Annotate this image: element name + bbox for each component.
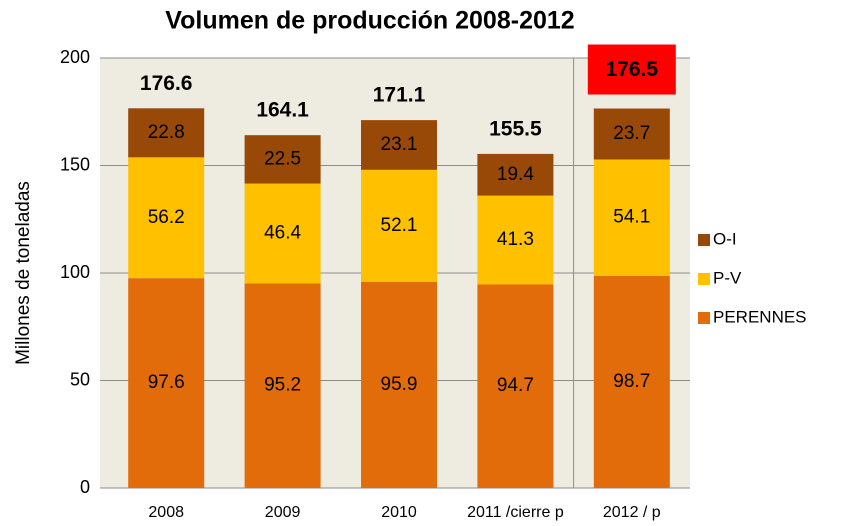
y-tick-label: 100 — [60, 262, 90, 282]
data-label: 98.7 — [613, 371, 650, 392]
bar-segment — [593, 159, 670, 276]
total-label: 176.5 — [606, 58, 659, 81]
total-label: 171.1 — [373, 84, 426, 107]
bar-segment — [361, 120, 437, 170]
bar-segment — [128, 108, 205, 158]
x-tick-label: 2010 — [381, 504, 417, 521]
data-label: 54.1 — [613, 207, 650, 228]
bar-segment — [477, 153, 554, 196]
bar-segment — [361, 169, 437, 282]
data-label: 41.3 — [497, 229, 534, 250]
legend-label: PERENNES — [713, 307, 807, 326]
data-label: 97.6 — [148, 372, 185, 393]
chart-title: Volumen de producción 2008-2012 — [165, 7, 574, 35]
bar-segment — [244, 135, 321, 184]
bar-segment — [244, 183, 321, 284]
bar-segment — [477, 284, 554, 488]
bar-segment — [128, 278, 205, 488]
bar-segment — [593, 108, 670, 160]
bar-segment — [361, 281, 437, 488]
data-label: 19.4 — [497, 164, 534, 185]
legend-label: O-I — [713, 229, 737, 248]
bar-segment — [477, 195, 554, 285]
legend-label: P-V — [713, 268, 742, 287]
data-label: 46.4 — [264, 222, 301, 243]
bar-segment — [244, 283, 321, 488]
total-highlight — [587, 44, 676, 95]
bar-segment — [593, 275, 670, 488]
data-label: 23.7 — [613, 123, 650, 144]
legend-swatch — [698, 312, 710, 324]
data-label: 22.8 — [148, 122, 185, 143]
y-axis-label: Millones de toneladas — [13, 181, 34, 365]
x-tick-label: 2012 / p — [603, 504, 661, 521]
legend-swatch — [698, 234, 710, 246]
x-tick-label: 2008 — [148, 504, 184, 521]
bar-segment — [128, 157, 205, 279]
data-label: 94.7 — [497, 375, 534, 396]
y-tick-label: 150 — [60, 154, 90, 174]
legend-swatch — [698, 273, 710, 285]
data-label: 22.5 — [264, 148, 301, 169]
data-label: 95.2 — [264, 375, 301, 396]
data-label: 23.1 — [381, 134, 418, 155]
data-label: 95.9 — [381, 374, 418, 395]
data-label: 56.2 — [148, 207, 185, 228]
x-tick-label: 2009 — [265, 504, 301, 521]
data-label: 52.1 — [381, 215, 418, 236]
y-tick-label: 200 — [60, 47, 90, 67]
total-label: 164.1 — [256, 99, 309, 122]
total-label: 155.5 — [489, 117, 542, 140]
y-tick-label: 0 — [80, 477, 90, 497]
y-tick-label: 50 — [70, 369, 90, 389]
x-tick-label: 2011 /cierre p — [467, 504, 564, 521]
total-label: 176.6 — [140, 72, 193, 95]
